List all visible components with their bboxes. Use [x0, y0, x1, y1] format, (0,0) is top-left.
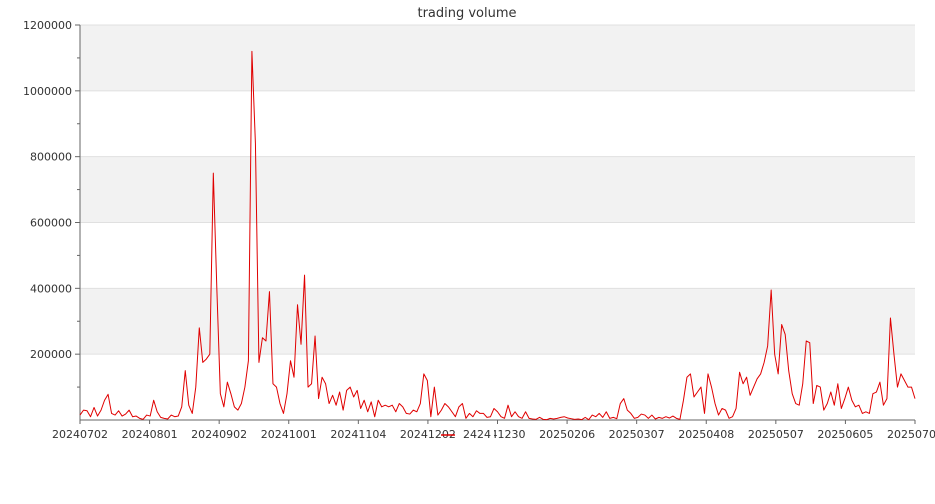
x-tick-label: 20250408	[678, 428, 734, 441]
y-tick-label: 400000	[30, 282, 72, 295]
chart-title: trading volume	[417, 6, 516, 21]
x-tick-label: 20241202	[400, 428, 456, 441]
grid-band	[80, 288, 915, 355]
x-tick-label: 20241104	[330, 428, 386, 441]
x-tick-label: 20240902	[191, 428, 247, 441]
y-axis: 200000 400000 600000 800000 1000000 1200000	[23, 19, 81, 420]
x-tick-label: 20240702	[52, 428, 108, 441]
x-tick-label: 20250206	[539, 428, 595, 441]
grid-bands	[80, 25, 915, 355]
legend-label: 2424	[463, 428, 491, 441]
series-line	[79, 50, 916, 421]
x-tick-label: 20250605	[817, 428, 873, 441]
x-tick-label: 20240801	[122, 428, 178, 441]
x-tick-label: 20241001	[261, 428, 317, 441]
y-tick-label: 600000	[30, 217, 72, 230]
y-tick-label: 1200000	[23, 19, 72, 32]
grid-band	[80, 156, 915, 223]
legend-label-background	[460, 426, 494, 443]
grid-lines	[80, 24, 915, 355]
x-tick-label: 20250507	[748, 428, 804, 441]
x-axis: 20240702 20240801 20240902 20241001 20241104…	[52, 419, 935, 441]
x-tick-label: 20250307	[609, 428, 665, 441]
grid-band	[80, 25, 915, 91]
y-tick-label: 200000	[30, 348, 72, 361]
x-tick-label: 20250704	[887, 428, 935, 441]
y-tick-label: 800000	[30, 151, 72, 164]
y-tick-label: 1000000	[23, 85, 72, 98]
plot-area	[79, 50, 916, 421]
legend: 2424	[441, 426, 494, 443]
